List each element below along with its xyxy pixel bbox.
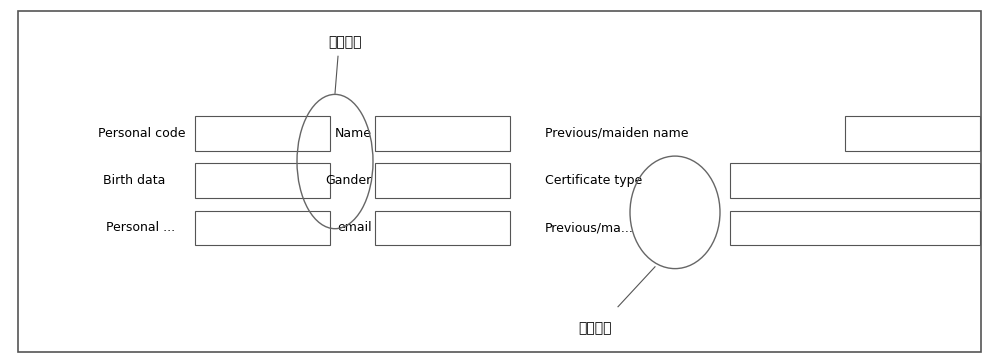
Text: email: email xyxy=(337,221,372,234)
Text: Previous/ma...: Previous/ma... xyxy=(545,221,634,234)
Bar xyxy=(730,211,980,245)
Text: Gander: Gander xyxy=(326,174,372,187)
Text: Certificate type: Certificate type xyxy=(545,174,642,187)
Bar xyxy=(195,163,330,198)
Text: Personal code: Personal code xyxy=(98,127,185,140)
Bar xyxy=(195,116,330,151)
Bar xyxy=(375,211,510,245)
Text: Birth data: Birth data xyxy=(103,174,165,187)
Text: Personal ...: Personal ... xyxy=(106,221,175,234)
Bar xyxy=(375,163,510,198)
Text: 显示不全: 显示不全 xyxy=(578,322,612,335)
Bar xyxy=(845,116,980,151)
FancyBboxPatch shape xyxy=(18,11,981,352)
Bar xyxy=(730,163,980,198)
Bar xyxy=(195,211,330,245)
Text: 无法对齐: 无法对齐 xyxy=(328,35,362,49)
Bar xyxy=(375,116,510,151)
Text: Name: Name xyxy=(335,127,372,140)
Text: Previous/maiden name: Previous/maiden name xyxy=(545,127,688,140)
